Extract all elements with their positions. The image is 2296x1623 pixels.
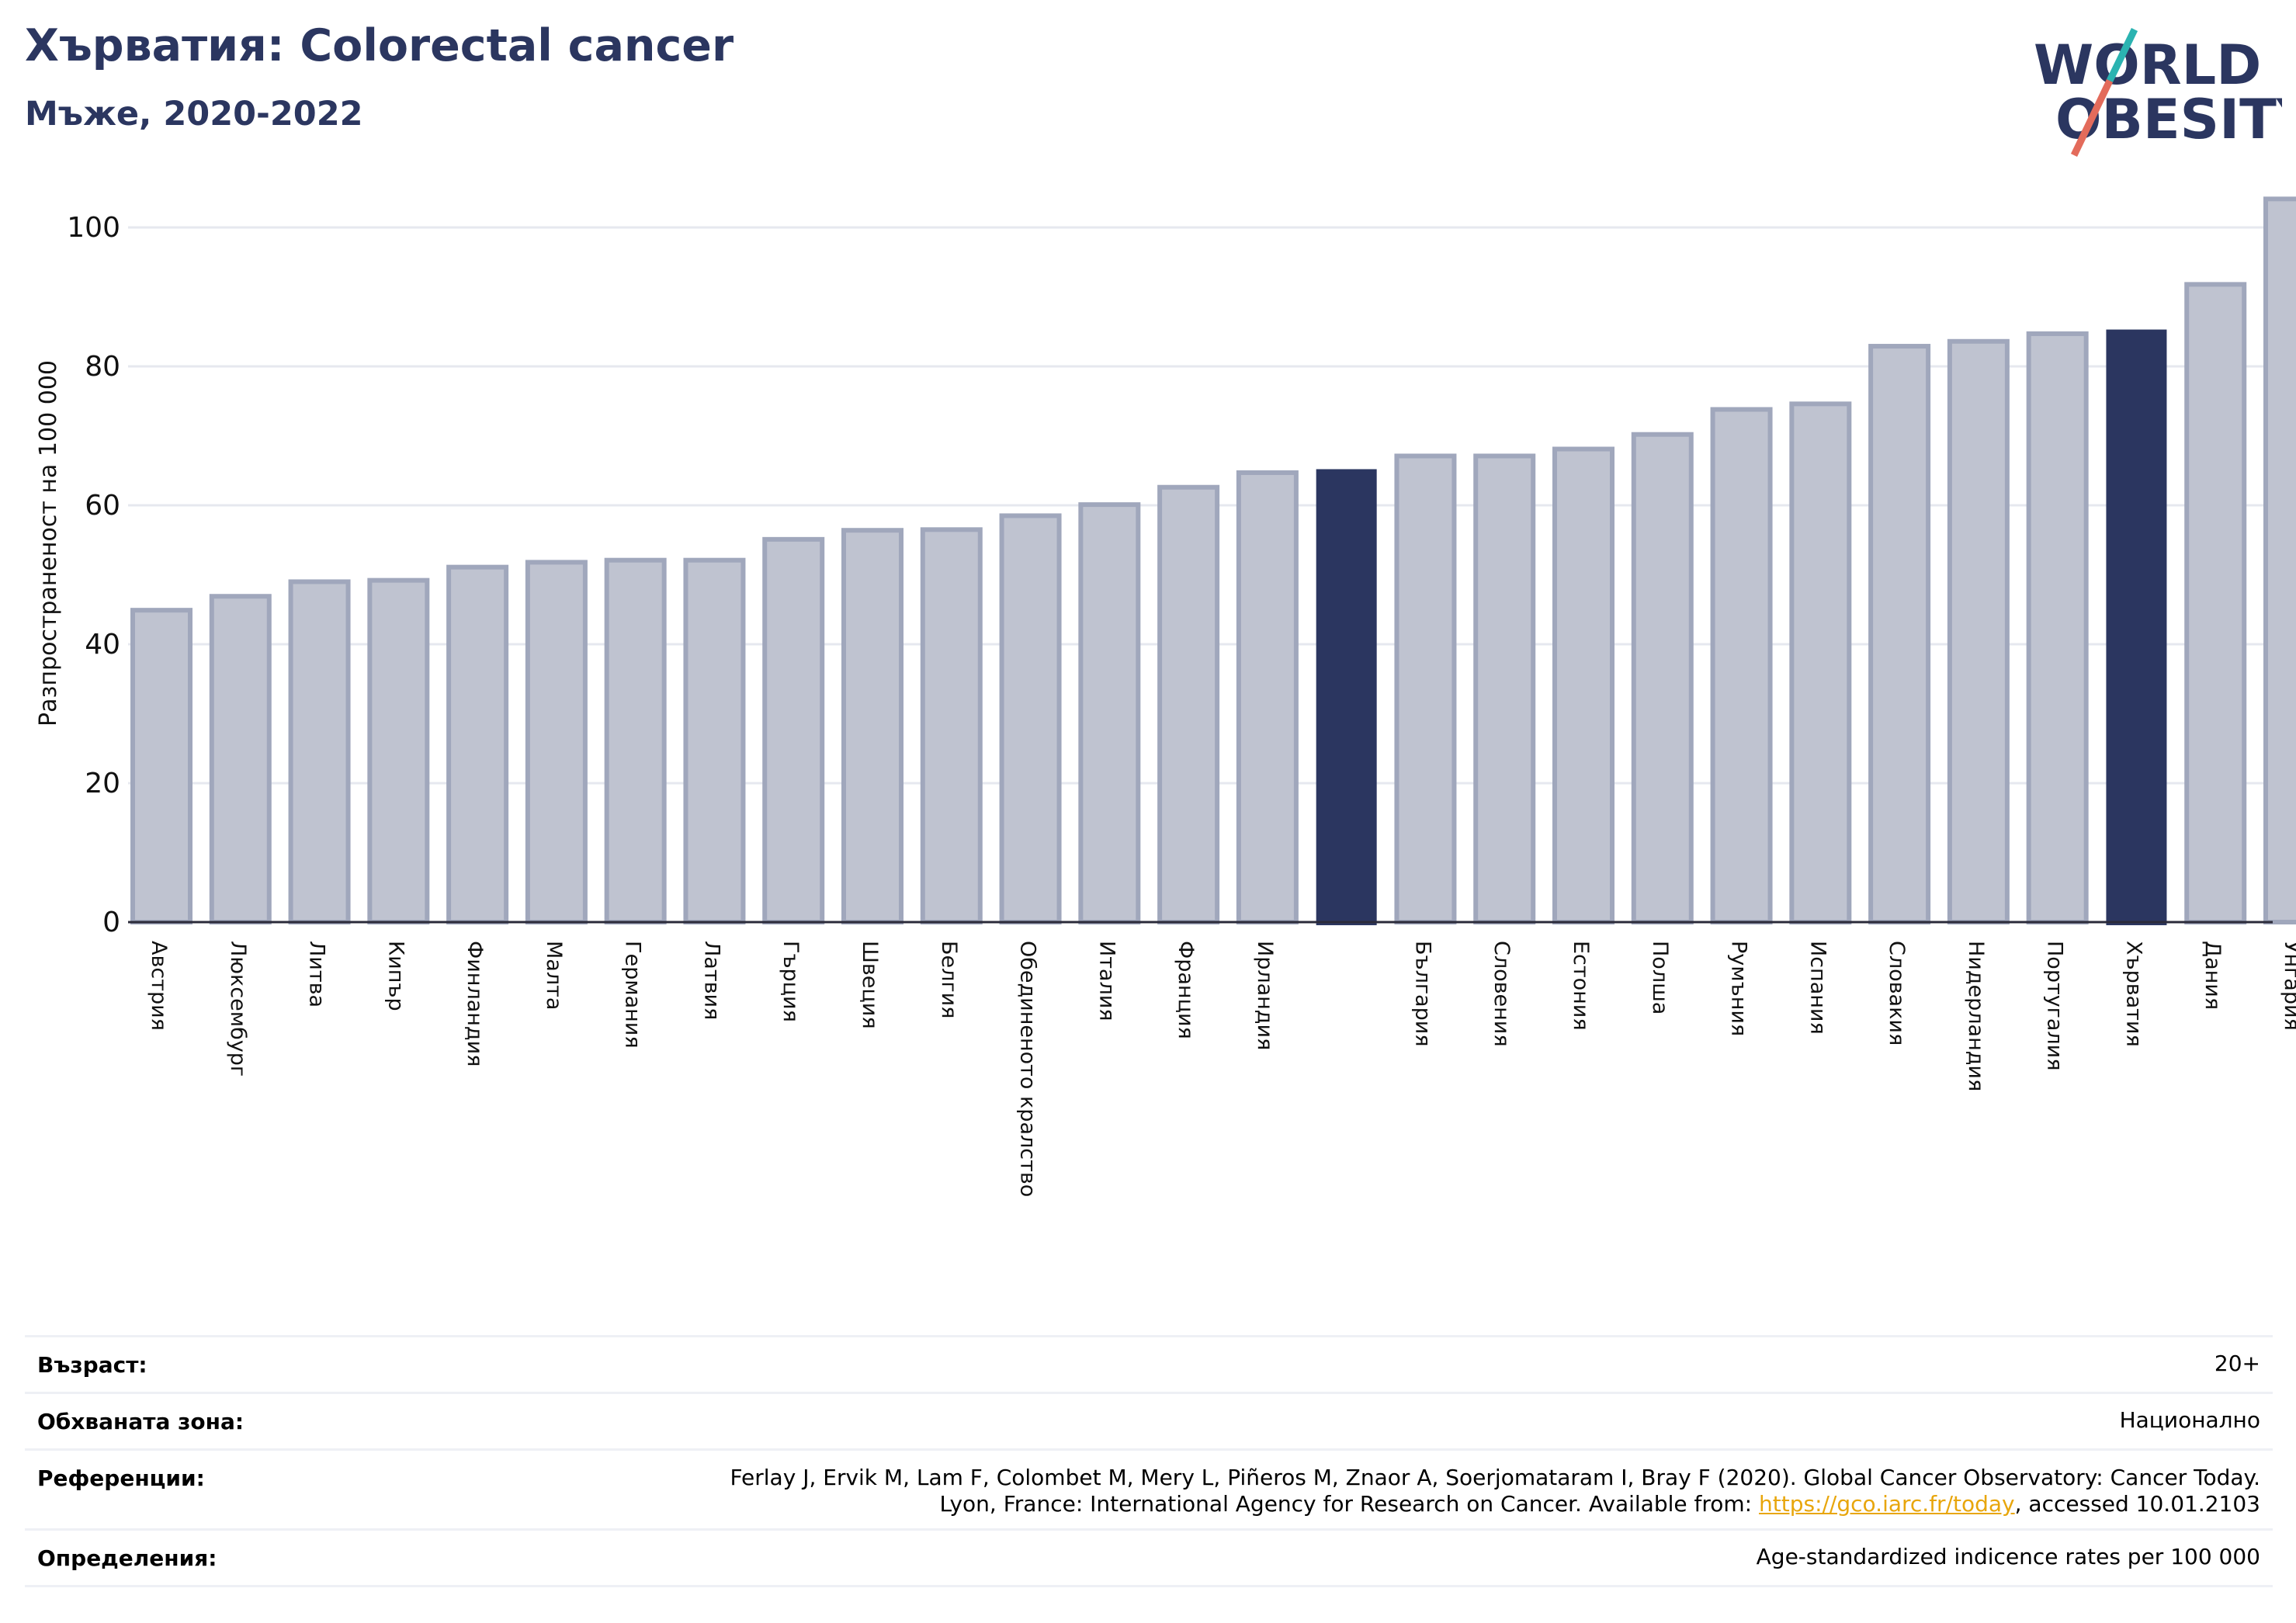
meta-value-age: 20+ bbox=[2214, 1351, 2260, 1376]
bar bbox=[525, 560, 588, 924]
x-tick-label: Унгария bbox=[2280, 941, 2296, 1031]
bar bbox=[841, 528, 903, 924]
meta-label-age: Възраст: bbox=[37, 1352, 147, 1378]
meta-row-definitions: Определения: Age-standardized indicence … bbox=[25, 1528, 2273, 1587]
x-tick-label: Люксембург bbox=[226, 941, 250, 1077]
bar-chart: 0 20 40 60 80 100 Разпространеност на 100 000 А… bbox=[35, 196, 2296, 1197]
logo-word-world: WORLD bbox=[2034, 33, 2261, 97]
bar bbox=[604, 557, 667, 925]
x-tick-label: Германия bbox=[621, 941, 645, 1049]
page-subtitle: Мъже, 2020-2022 bbox=[25, 95, 363, 134]
y-tick-label: 60 bbox=[85, 490, 120, 522]
x-tick-label: Малта bbox=[542, 941, 566, 1010]
y-tick-label: 80 bbox=[85, 351, 120, 383]
bar-highlight bbox=[1316, 469, 1377, 925]
x-tick-label: Словения bbox=[1490, 941, 1514, 1047]
page-title: Хърватия: Colorectal cancer bbox=[25, 20, 734, 71]
bar bbox=[1710, 407, 1773, 924]
x-tick-label: Австрия bbox=[147, 941, 171, 1031]
bar bbox=[683, 557, 746, 925]
x-tick-label: Испания bbox=[1805, 941, 1830, 1035]
bar bbox=[1157, 484, 1220, 924]
bar bbox=[2263, 196, 2296, 924]
x-tick-label: Словакия bbox=[1885, 941, 1909, 1046]
bar bbox=[1631, 432, 1694, 924]
y-tick-label: 20 bbox=[85, 768, 120, 799]
meta-row-area: Обхваната зона: Национално bbox=[25, 1392, 2273, 1448]
bar bbox=[446, 564, 509, 925]
x-tick-label: Белгия bbox=[937, 941, 961, 1018]
x-tick-label: Дания bbox=[2201, 941, 2225, 1010]
bar-highlight bbox=[2106, 329, 2167, 925]
bar bbox=[920, 527, 983, 924]
y-tick-label: 100 bbox=[67, 212, 120, 244]
logo-slash-teal-icon bbox=[2106, 28, 2138, 82]
x-tick-label: Полша bbox=[1648, 941, 1672, 1014]
bar bbox=[1552, 446, 1614, 924]
x-tick-label: Нидерландия bbox=[1964, 941, 1988, 1091]
bar bbox=[1868, 344, 1931, 925]
meta-label-references: Референции: bbox=[37, 1465, 205, 1491]
meta-label-definitions: Определения: bbox=[37, 1545, 217, 1571]
reference-line-2-suffix: , accessed 10.01.2103 bbox=[2014, 1491, 2260, 1517]
bar bbox=[999, 513, 1062, 924]
reference-line-1: Ferlay J, Ervik M, Lam F, Colombet M, Me… bbox=[730, 1465, 2260, 1490]
x-tick-label: Италия bbox=[1094, 941, 1119, 1021]
x-tick-label: Литва bbox=[305, 941, 329, 1007]
x-tick-label: Финландия bbox=[463, 941, 487, 1066]
meta-row-references: Референции: Ferlay J, Ervik M, Lam F, Co… bbox=[25, 1448, 2273, 1528]
y-tick-label: 40 bbox=[85, 629, 120, 661]
meta-label-area: Обхваната зона: bbox=[37, 1409, 245, 1434]
bar bbox=[1236, 470, 1299, 924]
bar bbox=[1394, 453, 1457, 924]
bar bbox=[367, 577, 430, 924]
reference-line-2: Lyon, France: International Agency for R… bbox=[730, 1491, 2260, 1517]
metadata-table: Възраст: 20+ Обхваната зона: Национално … bbox=[25, 1335, 2273, 1587]
x-tick-label: Кипър bbox=[383, 941, 408, 1011]
logo-slash-coral-icon bbox=[2070, 79, 2114, 157]
x-tick-label: Франция bbox=[1174, 941, 1198, 1039]
meta-value-definitions: Age-standardized indicence rates per 100… bbox=[1756, 1544, 2260, 1569]
world-obesity-logo: WORLD OBESITY bbox=[2034, 28, 2282, 157]
bar bbox=[2184, 282, 2247, 924]
y-axis-label: Разпространеност на 100 000 bbox=[35, 360, 62, 727]
bar bbox=[209, 594, 272, 924]
x-tick-label: Естония bbox=[1569, 941, 1593, 1031]
reference-link[interactable]: https://gco.iarc.fr/today bbox=[1759, 1491, 2015, 1517]
x-tick-label: Ирландия bbox=[1253, 941, 1277, 1050]
x-tick-label: Румъния bbox=[1727, 941, 1751, 1036]
bar bbox=[762, 536, 825, 924]
x-tick-label: Гърция bbox=[779, 941, 803, 1022]
bar bbox=[1473, 453, 1536, 924]
bar bbox=[1078, 502, 1141, 924]
x-tick-label: Хърватия bbox=[2121, 941, 2145, 1047]
x-tick-label: Швеция bbox=[858, 941, 882, 1029]
x-tick-label: Латвия bbox=[699, 941, 723, 1020]
meta-value-area: Национално bbox=[2119, 1407, 2260, 1433]
meta-value-references: Ferlay J, Ervik M, Lam F, Colombet M, Me… bbox=[730, 1465, 2260, 1517]
bar bbox=[2026, 331, 2089, 924]
x-tick-label: Обединеното кралство bbox=[1016, 941, 1040, 1197]
bar bbox=[130, 608, 192, 925]
y-tick-label: 0 bbox=[102, 907, 120, 938]
reference-line-2-text: Lyon, France: International Agency for R… bbox=[939, 1491, 1759, 1517]
bar bbox=[1947, 338, 2010, 924]
x-tick-label: България bbox=[1410, 941, 1434, 1047]
bar bbox=[1789, 401, 1852, 924]
bar bbox=[288, 579, 351, 924]
x-tick-label: Португалия bbox=[2043, 941, 2067, 1070]
meta-row-age: Възраст: 20+ bbox=[25, 1335, 2273, 1392]
